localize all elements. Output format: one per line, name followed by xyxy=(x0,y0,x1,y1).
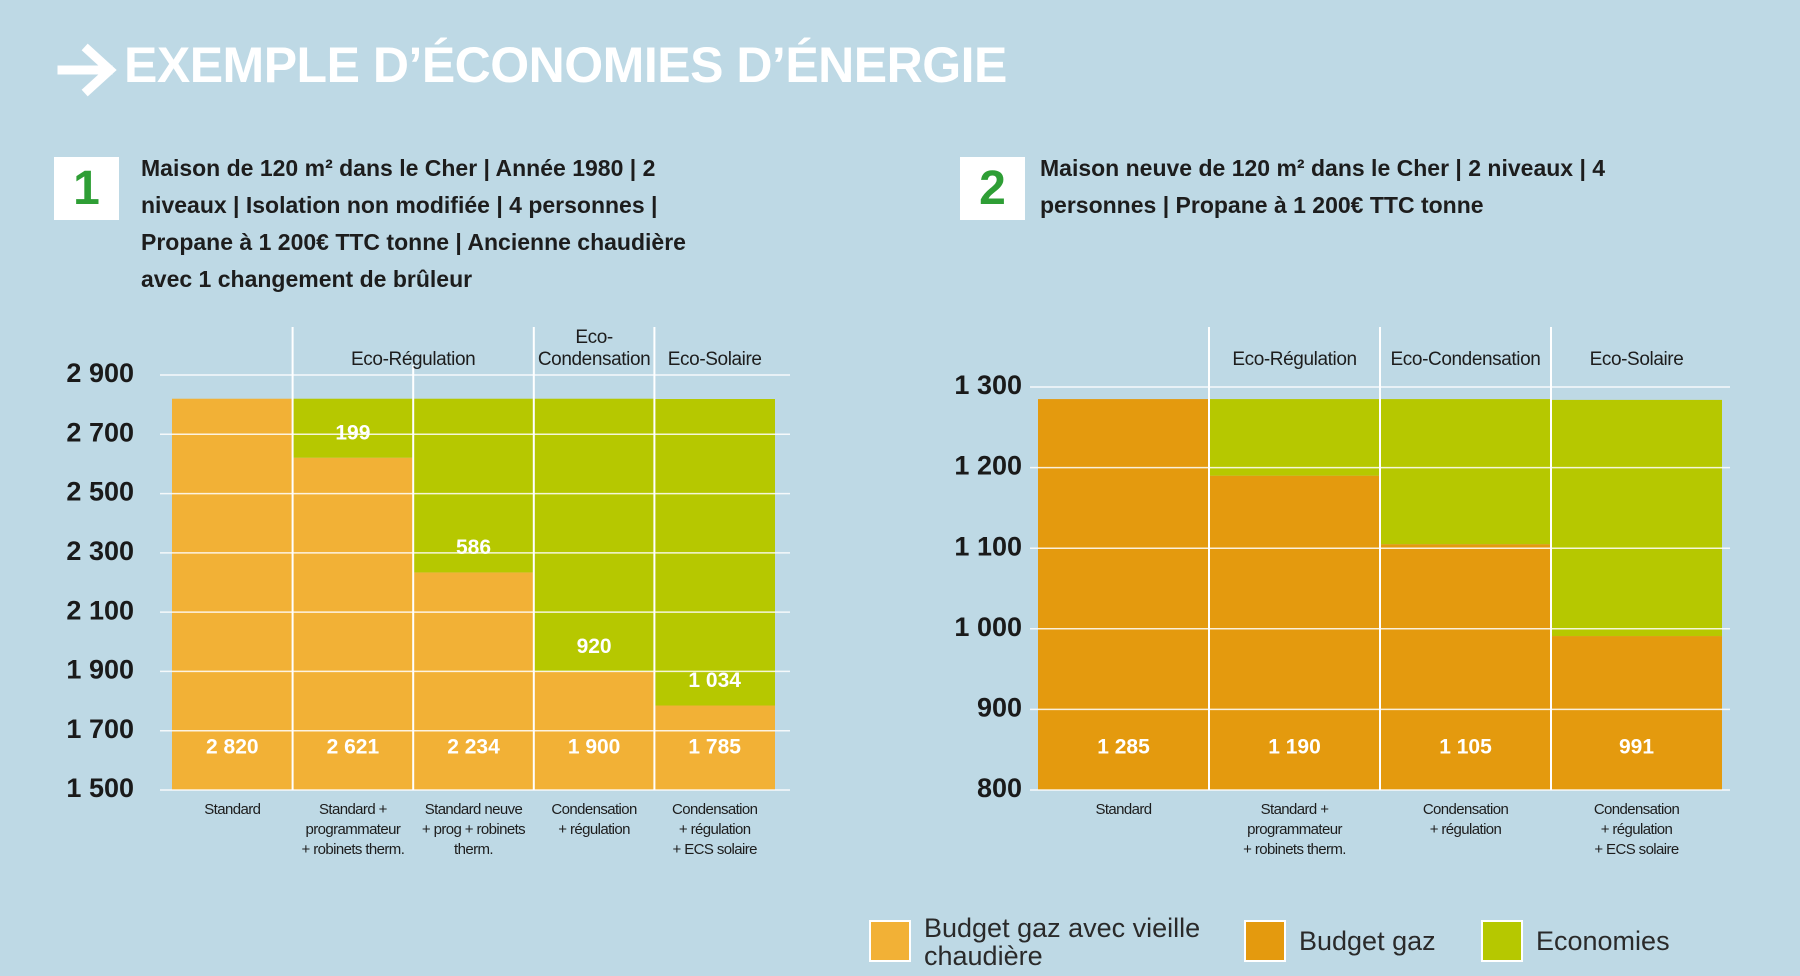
budget-label: 1 285 xyxy=(1097,736,1150,759)
bar-budget xyxy=(1551,636,1722,790)
bar-savings xyxy=(1380,399,1551,545)
y-tick-label: 800 xyxy=(977,773,1022,803)
budget-label: 1 900 xyxy=(568,736,621,759)
bar-budget xyxy=(413,572,534,790)
panel-number: 1 xyxy=(54,157,119,220)
y-tick-label: 1 900 xyxy=(66,655,134,685)
budget-label: 2 621 xyxy=(327,736,380,759)
y-tick-label: 2 700 xyxy=(66,417,134,447)
savings-label: 199 xyxy=(335,421,370,444)
legend-swatch xyxy=(1481,920,1523,962)
chart-subtitle: Maison neuve de 120 m² dans le Cher | 2 … xyxy=(1040,155,1606,218)
budget-label: 991 xyxy=(1619,736,1654,759)
group-header: Eco- Condensation xyxy=(537,327,651,370)
y-tick-label: 1 700 xyxy=(66,714,134,744)
budget-label: 2 820 xyxy=(206,736,259,759)
savings-label: 586 xyxy=(456,536,491,559)
y-tick-label: 2 100 xyxy=(66,595,134,625)
bar-budget xyxy=(292,457,414,790)
bar-savings xyxy=(1551,399,1722,637)
savings-label: 1 034 xyxy=(688,669,741,692)
page-title: EXEMPLE D’ÉCONOMIES D’ÉNERGIE xyxy=(124,37,1007,93)
y-tick-label: 1 100 xyxy=(954,531,1022,561)
budget-label: 1 190 xyxy=(1268,736,1321,759)
legend-label: Economies xyxy=(1536,926,1670,956)
bar-budget xyxy=(1209,475,1380,790)
chart-subtitle: Maison de 120 m² dans le Cher | Année 19… xyxy=(141,155,686,292)
x-tick-label: Condensation + régulation xyxy=(551,801,637,838)
group-header: Eco-Régulation xyxy=(351,349,476,370)
x-tick-label: Standard xyxy=(204,801,261,818)
bar-budget xyxy=(1380,544,1551,790)
bar-budget xyxy=(654,705,775,790)
savings-label: 920 xyxy=(577,635,612,658)
y-tick-label: 2 500 xyxy=(66,477,134,507)
y-tick-label: 1 200 xyxy=(954,451,1022,481)
legend-label: Budget gaz avec vieille chaudière xyxy=(924,913,1201,971)
group-header: Eco-Condensation xyxy=(1390,349,1541,370)
bar-budget xyxy=(172,398,293,790)
bar-savings xyxy=(413,398,534,573)
budget-label: 1 105 xyxy=(1439,736,1492,759)
bar-savings xyxy=(292,398,414,458)
x-tick-label: Condensation + régulation + ECS solaire xyxy=(1593,801,1680,858)
bar-savings xyxy=(533,398,655,672)
y-tick-label: 1 300 xyxy=(954,370,1022,400)
group-header: Eco-Solaire xyxy=(667,349,762,370)
budget-label: 1 785 xyxy=(688,736,741,759)
title-arrow xyxy=(57,43,117,97)
group-header: Eco-Régulation xyxy=(1232,349,1357,370)
group-header: Eco-Solaire xyxy=(1589,349,1684,370)
y-tick-label: 2 300 xyxy=(66,536,134,566)
y-tick-label: 2 900 xyxy=(66,358,134,388)
x-tick-label: Condensation + régulation xyxy=(1422,801,1509,838)
x-tick-label: Condensation + régulation + ECS solaire xyxy=(672,801,758,858)
y-tick-label: 900 xyxy=(977,693,1022,723)
legend-swatch xyxy=(869,920,911,962)
bar-budget xyxy=(1038,399,1209,790)
x-tick-label: Standard neuve + prog + robinets therm. xyxy=(421,801,526,858)
legend-label: Budget gaz xyxy=(1299,926,1436,956)
y-tick-label: 1 500 xyxy=(66,773,134,803)
bar-savings xyxy=(1209,399,1380,476)
x-tick-label: Standard xyxy=(1095,801,1152,818)
panel-number: 2 xyxy=(960,157,1025,220)
x-tick-label: Standard + programmateur + robinets ther… xyxy=(1243,801,1346,858)
budget-label: 2 234 xyxy=(447,736,500,759)
x-tick-label: Standard + programmateur + robinets ther… xyxy=(301,801,405,858)
legend-swatch xyxy=(1244,920,1286,962)
y-tick-label: 1 000 xyxy=(954,612,1022,642)
